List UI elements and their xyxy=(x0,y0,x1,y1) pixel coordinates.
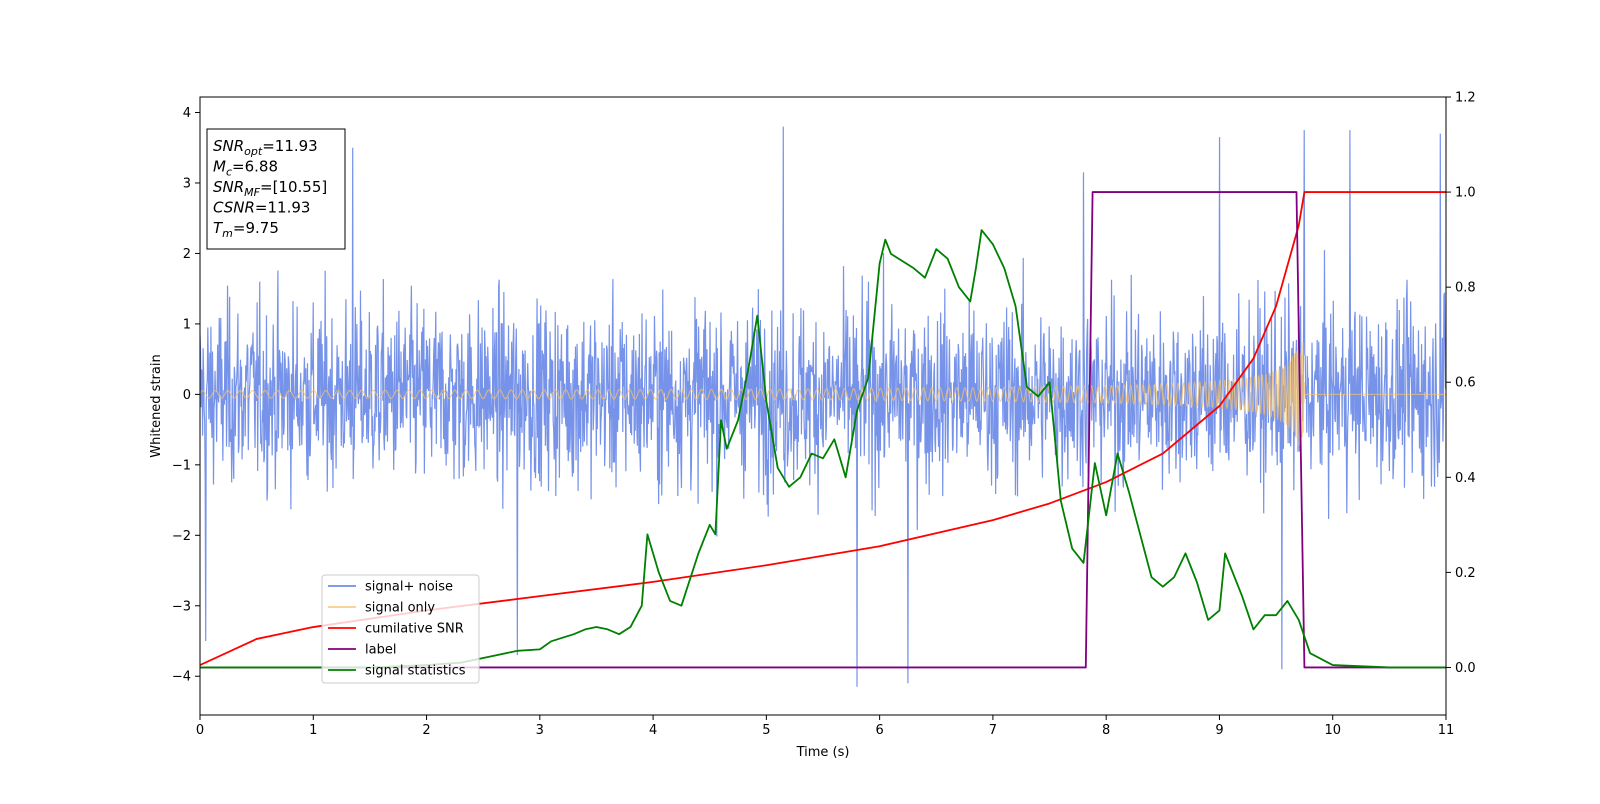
y-right-tick-label: 1.2 xyxy=(1455,91,1476,106)
x-tick-label: 3 xyxy=(536,723,544,738)
legend-frame xyxy=(321,574,480,684)
x-tick-label: 11 xyxy=(1438,723,1455,738)
annotation-line: SNRMF=[10.55] xyxy=(213,178,327,199)
y-left-tick-label: 3 xyxy=(183,176,191,191)
x-tick-label: 1 xyxy=(309,723,317,738)
x-tick-label: 10 xyxy=(1324,723,1341,738)
x-tick-label: 6 xyxy=(875,723,883,738)
plot-frame xyxy=(199,96,1447,716)
y-right-tick-label: 1.0 xyxy=(1455,186,1476,201)
x-tick-label: 0 xyxy=(196,723,204,738)
annotation-frame xyxy=(206,128,346,250)
y-left-tick-label: 4 xyxy=(183,106,191,121)
y-left-tick-label: 1 xyxy=(183,317,191,332)
series-signal-noise-line xyxy=(200,126,1446,687)
y-right-tick-label: 0.6 xyxy=(1455,376,1476,391)
x-axis-label: Time (s) xyxy=(796,745,850,760)
legend-label: label xyxy=(365,643,396,658)
legend-label: signal statistics xyxy=(365,664,466,679)
y-right-tick-label: 0.4 xyxy=(1455,471,1476,486)
noise-layer xyxy=(200,126,1446,687)
x-tick-label: 4 xyxy=(649,723,657,738)
annotation-line: CSNR=11.93 xyxy=(213,199,310,217)
x-tick-label: 7 xyxy=(989,723,997,738)
y-right-tick-label: 0.2 xyxy=(1455,566,1476,581)
y-axis-label: Whitened strain xyxy=(149,354,164,457)
signal-layer xyxy=(200,342,1446,446)
y-left-tick-label: −4 xyxy=(172,670,191,685)
legend-label: cumilative SNR xyxy=(365,622,464,637)
annotation-box: SNRopt=11.93Mc=6.88SNRMF=[10.55]CSNR=11.… xyxy=(206,128,346,250)
y-right-tick-label: 0.0 xyxy=(1455,661,1476,676)
y-left-tick-label: 2 xyxy=(183,247,191,262)
y-right-tick-label: 0.8 xyxy=(1455,281,1476,296)
x-tick-label: 8 xyxy=(1102,723,1110,738)
series-signal-statistics-line xyxy=(200,229,1446,669)
annotation-line: Tm=9.75 xyxy=(213,219,279,240)
y-left-tick-label: 0 xyxy=(183,388,191,403)
annotation-line: Mc=6.88 xyxy=(213,158,278,179)
y-left-tick-label: −1 xyxy=(172,458,191,473)
annotation-line: SNRopt=11.93 xyxy=(213,137,318,158)
axes-layer: 0 1 2 3 4 5 6 7 8 9 10 1143210−1−2−3−41.21.00.80.60… xyxy=(172,91,1476,739)
y-left-tick-label: −2 xyxy=(172,529,191,544)
legend: signal+ noise signal only cumilative SNR la… xyxy=(321,574,480,684)
legend-label: signal+ noise xyxy=(365,580,453,595)
x-tick-label: 9 xyxy=(1215,723,1223,738)
series-signal-only-line xyxy=(200,342,1446,446)
legend-label: signal only xyxy=(365,601,435,616)
series-label-line xyxy=(200,191,1446,669)
x-tick-label: 2 xyxy=(422,723,430,738)
x-tick-label: 5 xyxy=(762,723,770,738)
y-left-tick-label: −3 xyxy=(172,599,191,614)
